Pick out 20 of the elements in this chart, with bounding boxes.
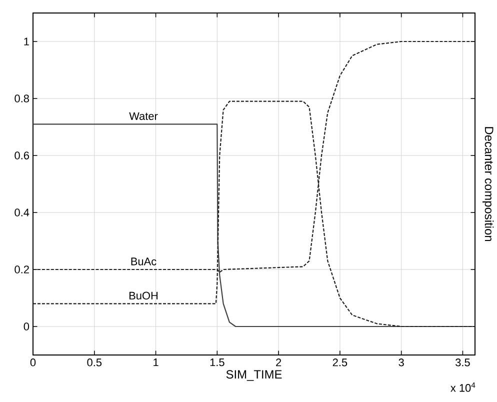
x-tick-label: 3 xyxy=(398,358,404,366)
x-tick-label: 0 xyxy=(30,358,36,366)
y-tick-label: 0.4 xyxy=(14,208,30,216)
series-label: Water xyxy=(129,112,158,120)
y-tick-label: 1 xyxy=(24,38,29,46)
x-tick-label: 1.5 xyxy=(210,358,224,366)
y-tick-label: 0.6 xyxy=(14,152,29,160)
x-tick-label: 1 xyxy=(154,358,158,366)
y-axis-title: Decanter composition xyxy=(482,127,494,242)
series-label: BuOH xyxy=(129,292,158,300)
text: x 10$^{4}$ xyxy=(450,382,476,392)
x-tick-label: 2 xyxy=(276,358,282,366)
x-tick-label: 3.5 xyxy=(456,358,470,366)
x-axis-title: SIM_TIME xyxy=(226,370,282,381)
x-tick-label: 0.5 xyxy=(87,358,102,366)
y-tick-label: 0.2 xyxy=(14,266,29,274)
x-tick-label: 2.5 xyxy=(332,358,348,366)
y-tick-label: 0.8 xyxy=(14,94,29,102)
y-tick-label: 0 xyxy=(24,322,30,330)
series-label: BuAc xyxy=(131,258,156,266)
